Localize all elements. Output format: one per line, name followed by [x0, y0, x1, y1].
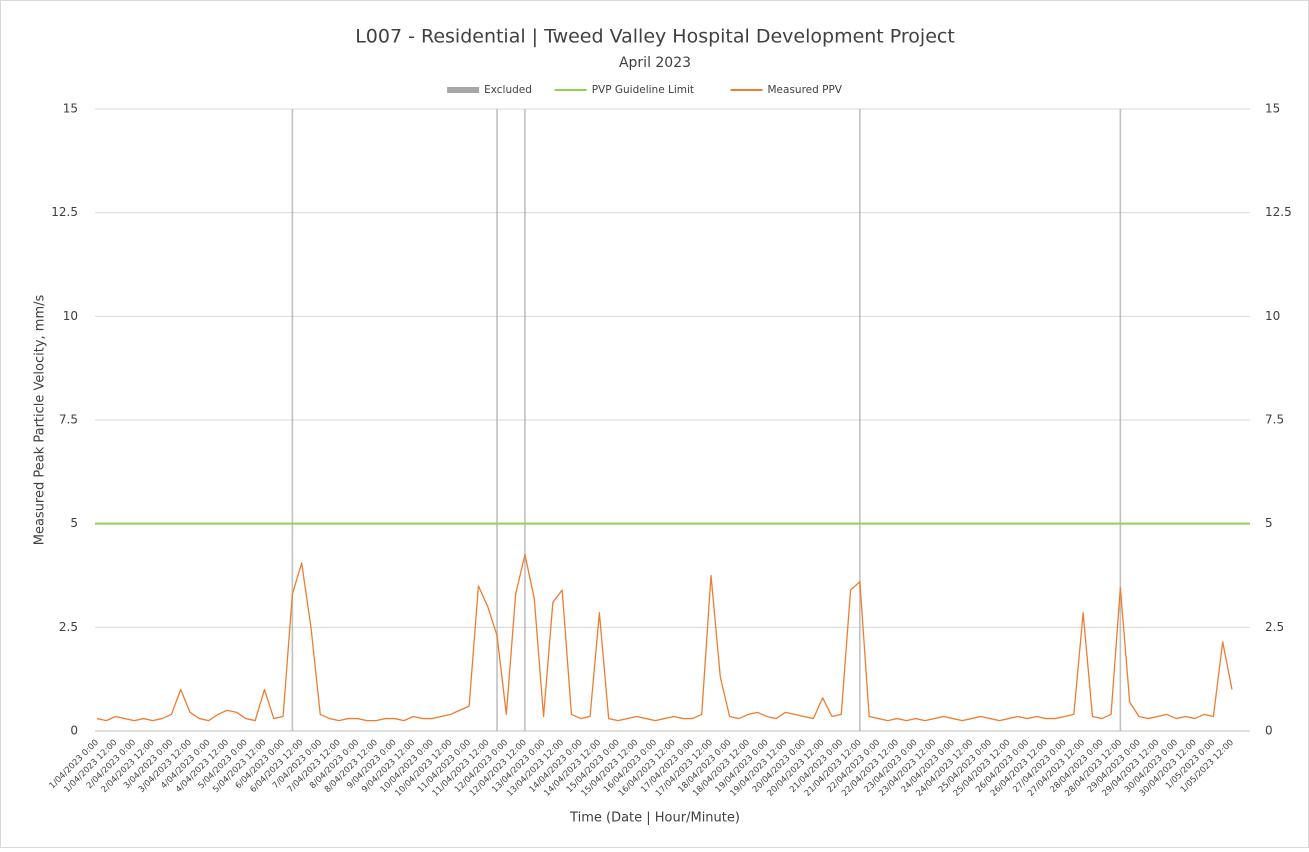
legend-label: PVP Guideline Limit [592, 84, 694, 96]
legend-swatch [447, 87, 480, 93]
y2-tick-label: 0 [1265, 724, 1273, 738]
y2-tick-label: 7.5 [1265, 413, 1284, 427]
y2-tick-label: 2.5 [1265, 620, 1284, 634]
y2-tick-label: 15 [1265, 102, 1280, 116]
excluded-bar [524, 109, 526, 731]
measured-line [96, 554, 1233, 722]
legend-label: Excluded [484, 84, 532, 96]
excluded-bar [496, 109, 498, 731]
excluded-bar [1119, 109, 1122, 731]
y-tick-label: 7.5 [59, 413, 78, 427]
y2-tick-label: 10 [1265, 309, 1280, 323]
excluded-bar [291, 109, 294, 731]
chart-title: L007 - Residential | Tweed Valley Hospit… [355, 26, 955, 48]
y-tick-label: 2.5 [59, 620, 78, 634]
y-tick-label: 12.5 [51, 205, 78, 219]
y2-tick-label: 12.5 [1265, 205, 1292, 219]
y2-tick-label: 5 [1265, 516, 1273, 530]
x-axis-label: Time (Date | Hour/Minute) [569, 811, 740, 826]
y-tick-label: 15 [63, 102, 78, 116]
y-tick-label: 0 [70, 724, 78, 738]
y-tick-label: 10 [63, 309, 78, 323]
legend-label: Measured PPV [768, 84, 843, 96]
y-tick-label: 5 [70, 516, 78, 530]
chart-subtitle: April 2023 [619, 55, 691, 71]
excluded-bar [859, 109, 861, 731]
y-axis-label: Measured Peak Particle Velocity, mm/s [33, 295, 48, 546]
